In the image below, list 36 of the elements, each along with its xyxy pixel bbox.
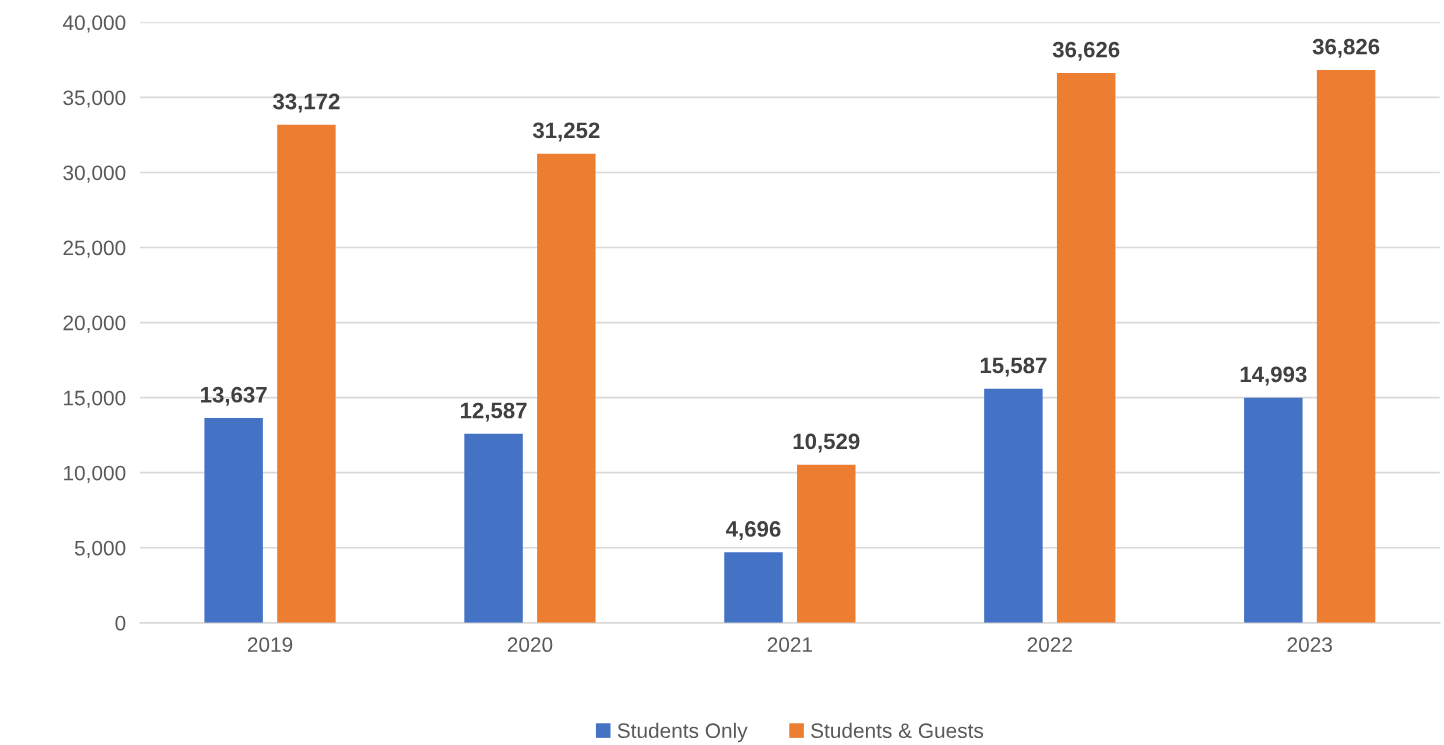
bar — [204, 418, 263, 623]
bar — [797, 464, 856, 623]
data-label: 36,826 — [1312, 38, 1380, 58]
y-tick-label: 40,000 — [62, 15, 126, 33]
bar — [1316, 70, 1376, 623]
legend-label: Students Only — [617, 722, 748, 743]
x-tick-label: 2020 — [507, 637, 553, 653]
data-label: 14,993 — [1240, 366, 1307, 386]
legend-label: Students & Guests — [811, 722, 984, 739]
x-tick-label: 2022 — [1027, 637, 1072, 653]
y-tick-label: 15,000 — [64, 390, 126, 408]
y-tick-label: 35,000 — [63, 90, 126, 108]
data-label: 33,172 — [272, 93, 340, 113]
data-label: 12,587 — [460, 402, 527, 422]
y-tick-label: 20,000 — [63, 315, 126, 333]
bar — [464, 433, 523, 623]
data-label: 4,696 — [726, 521, 781, 541]
data-label: 31,252 — [532, 122, 600, 142]
bar — [1244, 397, 1303, 623]
bar — [537, 153, 596, 623]
y-tick-label: 10,000 — [64, 465, 126, 483]
bar — [724, 552, 783, 623]
y-tick-label: 5,000 — [74, 540, 126, 558]
y-tick-label: 30,000 — [63, 165, 126, 183]
data-label: 10,529 — [793, 433, 860, 453]
bar — [984, 388, 1043, 623]
y-tick-label: 0 — [115, 615, 126, 631]
data-label: 36,626 — [1052, 41, 1120, 61]
x-tick-label: 2021 — [767, 637, 813, 653]
bar — [1056, 73, 1116, 623]
x-tick-label: 2019 — [247, 637, 293, 653]
data-label: 13,637 — [201, 386, 267, 406]
data-label: 15,587 — [980, 357, 1047, 377]
y-tick-label: 25,000 — [63, 240, 126, 258]
bar — [277, 124, 336, 623]
x-tick-label: 2023 — [1287, 637, 1332, 653]
